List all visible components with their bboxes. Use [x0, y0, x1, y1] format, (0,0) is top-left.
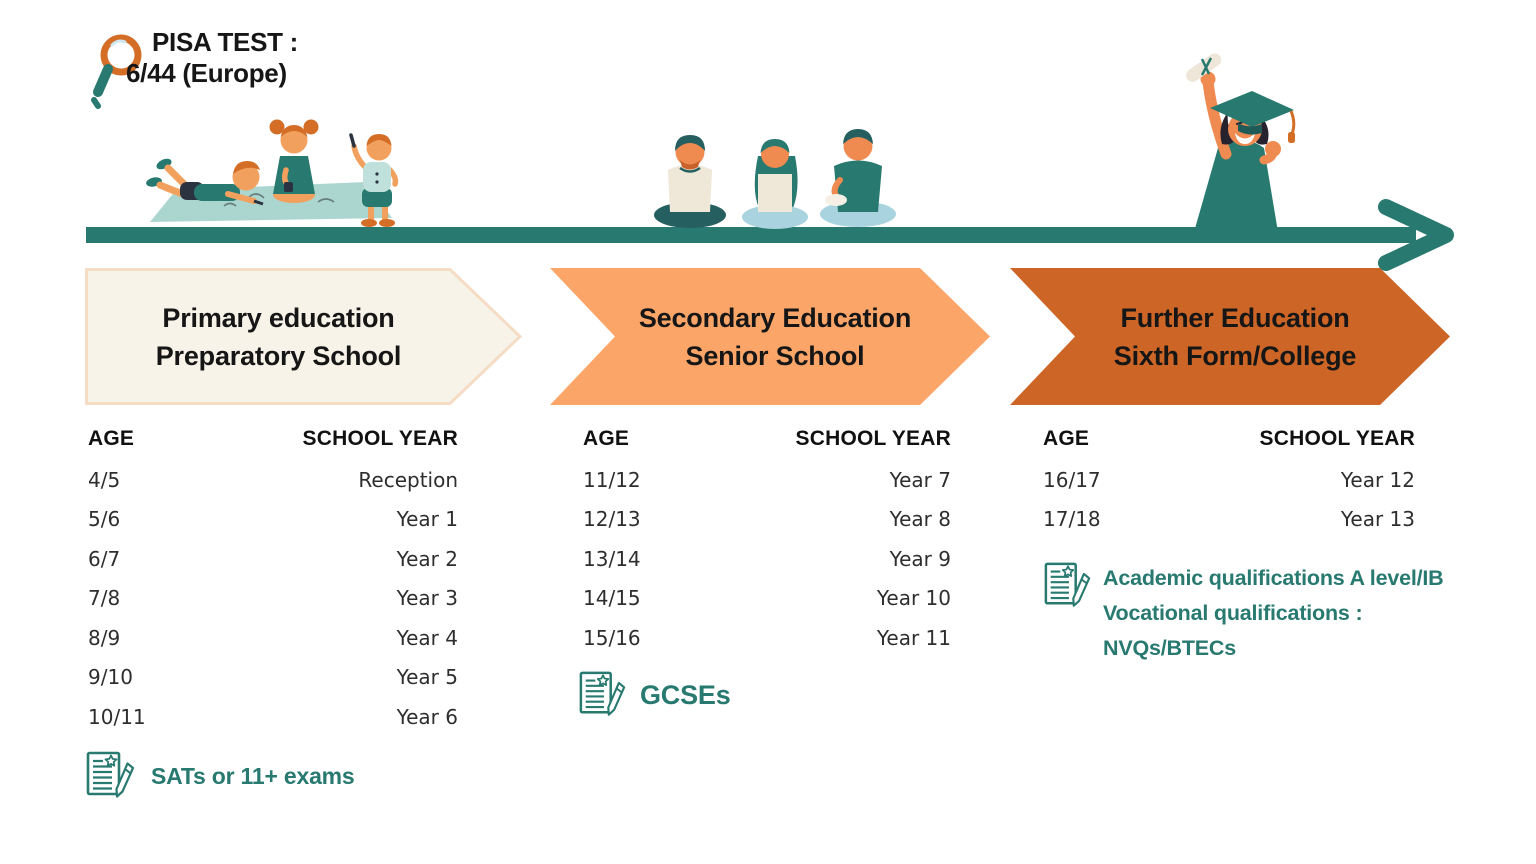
school-year-cell: Year 7: [889, 467, 951, 492]
school-year-column-header: SCHOOL YEAR: [795, 427, 951, 450]
table-row: 14/15 Year 10: [583, 579, 951, 619]
stage-title-line2: Preparatory School: [155, 340, 402, 371]
school-year-cell: Year 11: [876, 625, 951, 650]
age-cell: 13/14: [583, 546, 641, 571]
exam-note-text-line2: Vocational qualifications :: [1103, 601, 1363, 625]
school-year-cell: Year 9: [889, 546, 951, 571]
school-year-cell: Year 8: [889, 507, 951, 532]
stage-banner-further: Further Education Sixth Form/College: [1010, 268, 1450, 405]
age-cell: 8/9: [88, 625, 121, 650]
stage-banner-primary: Primary education Preparatory School: [85, 268, 522, 405]
school-year-cell: Year 3: [396, 586, 458, 611]
exam-note-text-line3: NVQs/BTECs: [1103, 636, 1237, 660]
table-row: 12/13 Year 8: [583, 500, 951, 540]
age-cell: 14/15: [583, 586, 641, 611]
illustration-graduate: [1186, 53, 1296, 232]
banner-arrow-shape: [550, 268, 990, 405]
age-column-header: AGE: [583, 427, 630, 450]
exam-note-text: GCSEs: [640, 679, 731, 710]
age-cell: 11/12: [583, 467, 641, 492]
age-cell: 6/7: [88, 546, 121, 571]
school-year-column-header: SCHOOL YEAR: [1259, 427, 1415, 450]
school-year-cell: Year 13: [1340, 507, 1415, 532]
age-cell: 5/6: [88, 507, 121, 532]
table-row: 17/18 Year 13: [1043, 500, 1415, 540]
table-row: 15/16 Year 11: [583, 618, 951, 658]
table-row: 13/14 Year 9: [583, 539, 951, 579]
school-year-cell: Reception: [358, 467, 458, 492]
stage-title-line2: Senior School: [685, 340, 865, 371]
school-year-cell: Year 12: [1340, 467, 1415, 492]
age-cell: 10/11: [88, 704, 146, 729]
document-pencil-icon: [1043, 561, 1093, 611]
exam-note-further: Academic qualifications A level/IB Vocat…: [1043, 561, 1444, 666]
exam-note-text: SATs or 11+ exams: [151, 762, 355, 789]
table-row: 9/10 Year 5: [88, 658, 458, 698]
age-cell: 17/18: [1043, 507, 1101, 532]
stage-banner-secondary: Secondary Education Senior School: [550, 268, 990, 405]
table-header-row: AGE SCHOOL YEAR: [88, 418, 458, 460]
age-column-header: AGE: [88, 427, 135, 450]
pisa-score: 6/44 (Europe): [126, 58, 287, 88]
magnifier-icon: [91, 34, 142, 109]
age-cell: 4/5: [88, 467, 121, 492]
table-header-row: AGE SCHOOL YEAR: [1043, 418, 1415, 460]
pisa-title: PISA TEST :: [152, 27, 298, 57]
stage-title-line1: Primary education: [162, 302, 395, 333]
table-row: 11/12 Year 7: [583, 460, 951, 500]
table-row: 4/5 Reception: [88, 460, 458, 500]
school-year-cell: Year 2: [396, 546, 458, 571]
school-year-cell: Year 4: [396, 625, 458, 650]
age-table-primary: AGE SCHOOL YEAR 4/5 Reception 5/6 Year 1…: [88, 418, 458, 737]
school-year-column-header: SCHOOL YEAR: [302, 427, 458, 450]
illustration-teenagers-sitting: [654, 129, 896, 229]
illustration-children-drawing: [146, 119, 399, 227]
age-cell: 16/17: [1043, 467, 1101, 492]
table-row: 6/7 Year 2: [88, 539, 458, 579]
table-row: 7/8 Year 3: [88, 579, 458, 619]
school-year-cell: Year 1: [396, 507, 458, 532]
banner-arrow-shape: [85, 268, 522, 405]
school-year-cell: Year 6: [396, 704, 458, 729]
age-table-secondary: AGE SCHOOL YEAR 11/12 Year 7 12/13 Year …: [583, 418, 951, 658]
stage-title-line1: Further Education: [1120, 302, 1350, 333]
age-cell: 7/8: [88, 586, 121, 611]
school-year-cell: Year 5: [396, 665, 458, 690]
age-column-header: AGE: [1043, 427, 1090, 450]
exam-note-sats: SATs or 11+ exams: [85, 750, 355, 802]
age-cell: 12/13: [583, 507, 641, 532]
age-cell: 15/16: [583, 625, 641, 650]
table-row: 16/17 Year 12: [1043, 460, 1415, 500]
timeline-arrow: [86, 199, 1454, 271]
stage-title-line1: Secondary Education: [638, 302, 912, 333]
document-pencil-icon: [85, 750, 137, 802]
exam-note-text-line1: Academic qualifications A level/IB: [1103, 566, 1444, 590]
table-row: 5/6 Year 1: [88, 500, 458, 540]
age-cell: 9/10: [88, 665, 133, 690]
table-row: 8/9 Year 4: [88, 618, 458, 658]
document-pencil-icon: [578, 670, 628, 720]
school-year-cell: Year 10: [876, 586, 951, 611]
table-row: 10/11 Year 6: [88, 697, 458, 737]
exam-note-gcses: GCSEs: [578, 670, 731, 720]
banner-arrow-shape: [1010, 268, 1450, 405]
stage-title-line2: Sixth Form/College: [1113, 340, 1357, 371]
table-header-row: AGE SCHOOL YEAR: [583, 418, 951, 460]
age-table-further: AGE SCHOOL YEAR 16/17 Year 12 17/18 Year…: [1043, 418, 1415, 539]
